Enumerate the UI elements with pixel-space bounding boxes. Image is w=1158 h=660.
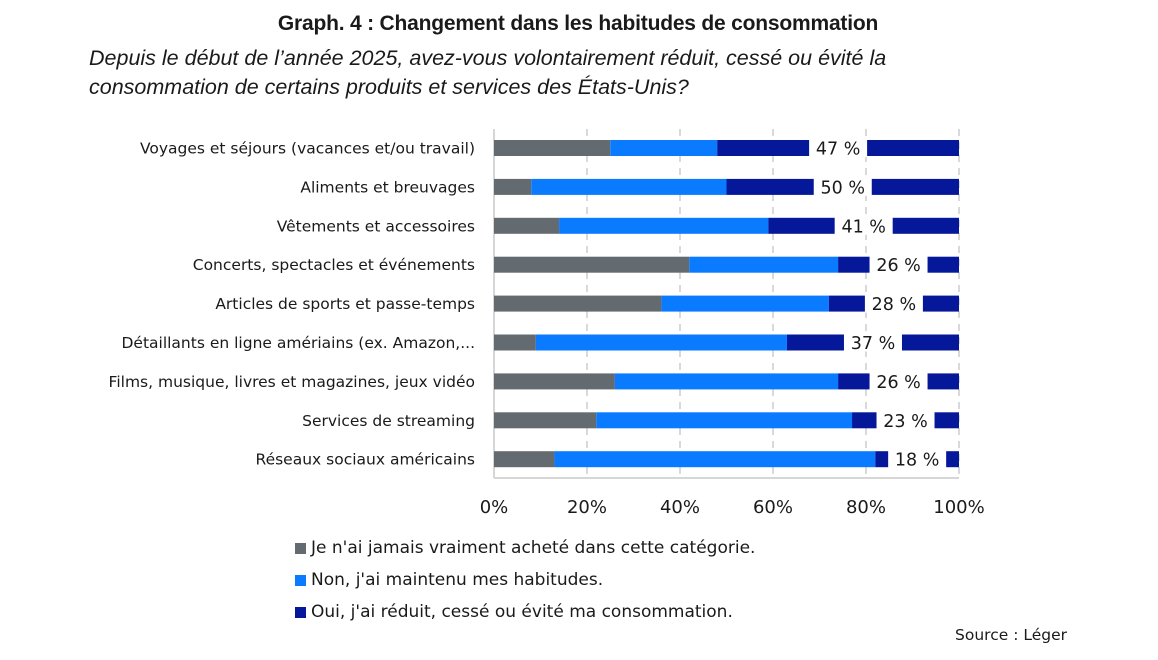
x-tick-label: 80% — [846, 497, 886, 518]
data-label: 26 % — [876, 373, 920, 393]
bar-segment — [554, 451, 876, 468]
data-label-background — [834, 216, 893, 235]
category-labels: Voyages et séjours (vacances et/ou trava… — [109, 140, 475, 469]
bar-segment — [531, 178, 727, 195]
category-label: Services de streaming — [302, 412, 475, 430]
bar-segment — [494, 217, 560, 234]
bar-segment — [494, 256, 690, 273]
chart-title-text: Graph. 4 : Changement dans les habitudes… — [277, 12, 879, 35]
category-label: Réseaux sociaux américains — [256, 451, 476, 469]
bar-segment — [494, 451, 555, 468]
x-tick-label: 100% — [933, 497, 984, 518]
data-label-background — [864, 294, 923, 313]
data-label: 26 % — [876, 256, 920, 276]
legend-swatch-never — [295, 542, 306, 554]
source-note: Source : Léger — [955, 626, 1067, 644]
data-label: 50 % — [821, 178, 865, 198]
bar-segment — [494, 334, 536, 351]
x-tick-label: 60% — [753, 497, 793, 518]
bar-segment — [661, 295, 829, 312]
x-axis-ticks: 0% 20% 40% 60% 80% 100% — [480, 497, 985, 518]
bar-segment — [535, 334, 787, 351]
data-label-background — [813, 177, 872, 196]
legend: Je n'ai jamais vraiment acheté dans cett… — [295, 532, 755, 628]
bar-segment — [494, 373, 615, 390]
category-label: Aliments et breuvages — [300, 178, 475, 196]
legend-swatch-maintained — [295, 574, 306, 586]
bar-segment — [559, 217, 769, 234]
data-label: 23 % — [883, 412, 927, 432]
category-label: Voyages et séjours (vacances et/ou trava… — [140, 140, 475, 158]
legend-item-never: Je n'ai jamais vraiment acheté dans cett… — [295, 532, 755, 564]
category-label: Films, musique, livres et magazines, jeu… — [109, 373, 475, 391]
subtitle-line-1: Depuis le début de l’année 2025, avez-vo… — [89, 46, 887, 70]
data-labels: 47 % 50 % 41 % 26 % 28 % 37 % 26 % 23 % 18 % — [809, 139, 947, 471]
data-label-background — [869, 255, 928, 274]
x-tick-label: 0% — [480, 497, 509, 518]
legend-item-reduced: Oui, j'ai réduit, cessé ou évité ma cons… — [295, 596, 755, 628]
bar-segment — [494, 412, 597, 429]
category-label: Détaillants en ligne amériains (ex. Amaz… — [121, 334, 475, 352]
bars — [494, 140, 959, 468]
data-label: 41 % — [841, 217, 885, 237]
legend-label-maintained: Non, j'ai maintenu mes habitudes. — [311, 570, 604, 590]
data-label: 47 % — [816, 140, 860, 160]
data-label-background — [843, 333, 902, 352]
data-label-background — [876, 411, 935, 430]
bar-segment — [494, 178, 532, 195]
data-label-background — [869, 372, 928, 391]
category-label: Articles de sports et passe-temps — [215, 295, 475, 313]
subtitle-line-2: consommation de certains produits et ser… — [89, 75, 689, 99]
legend-item-maintained: Non, j'ai maintenu mes habitudes. — [295, 564, 755, 596]
x-tick-label: 20% — [567, 497, 607, 518]
bar-segment — [596, 412, 853, 429]
legend-label-never: Je n'ai jamais vraiment acheté dans cett… — [311, 538, 756, 558]
bar-segment — [689, 256, 839, 273]
legend-label-reduced: Oui, j'ai réduit, cessé ou évité ma cons… — [311, 602, 733, 622]
category-label: Concerts, spectacles et événements — [193, 256, 475, 274]
bar-segment — [494, 140, 611, 156]
data-label: 28 % — [872, 295, 916, 315]
chart-subtitle: Depuis le début de l’année 2025, avez-vo… — [89, 44, 1089, 102]
data-label-background — [888, 450, 947, 469]
chart-title: Graph. 4 : Changement dans les habitudes… — [0, 12, 1158, 36]
stacked-bar-chart: Voyages et séjours (vacances et/ou trava… — [109, 129, 985, 518]
bar-segment — [614, 373, 839, 390]
data-label: 18 % — [895, 451, 939, 471]
category-label: Vêtements et accessoires — [277, 217, 475, 235]
x-tick-label: 40% — [660, 497, 700, 518]
legend-swatch-reduced — [295, 606, 306, 618]
data-label: 37 % — [851, 334, 895, 354]
bar-segment — [494, 295, 662, 312]
bar-segment — [610, 140, 718, 156]
data-label-background — [809, 139, 868, 157]
